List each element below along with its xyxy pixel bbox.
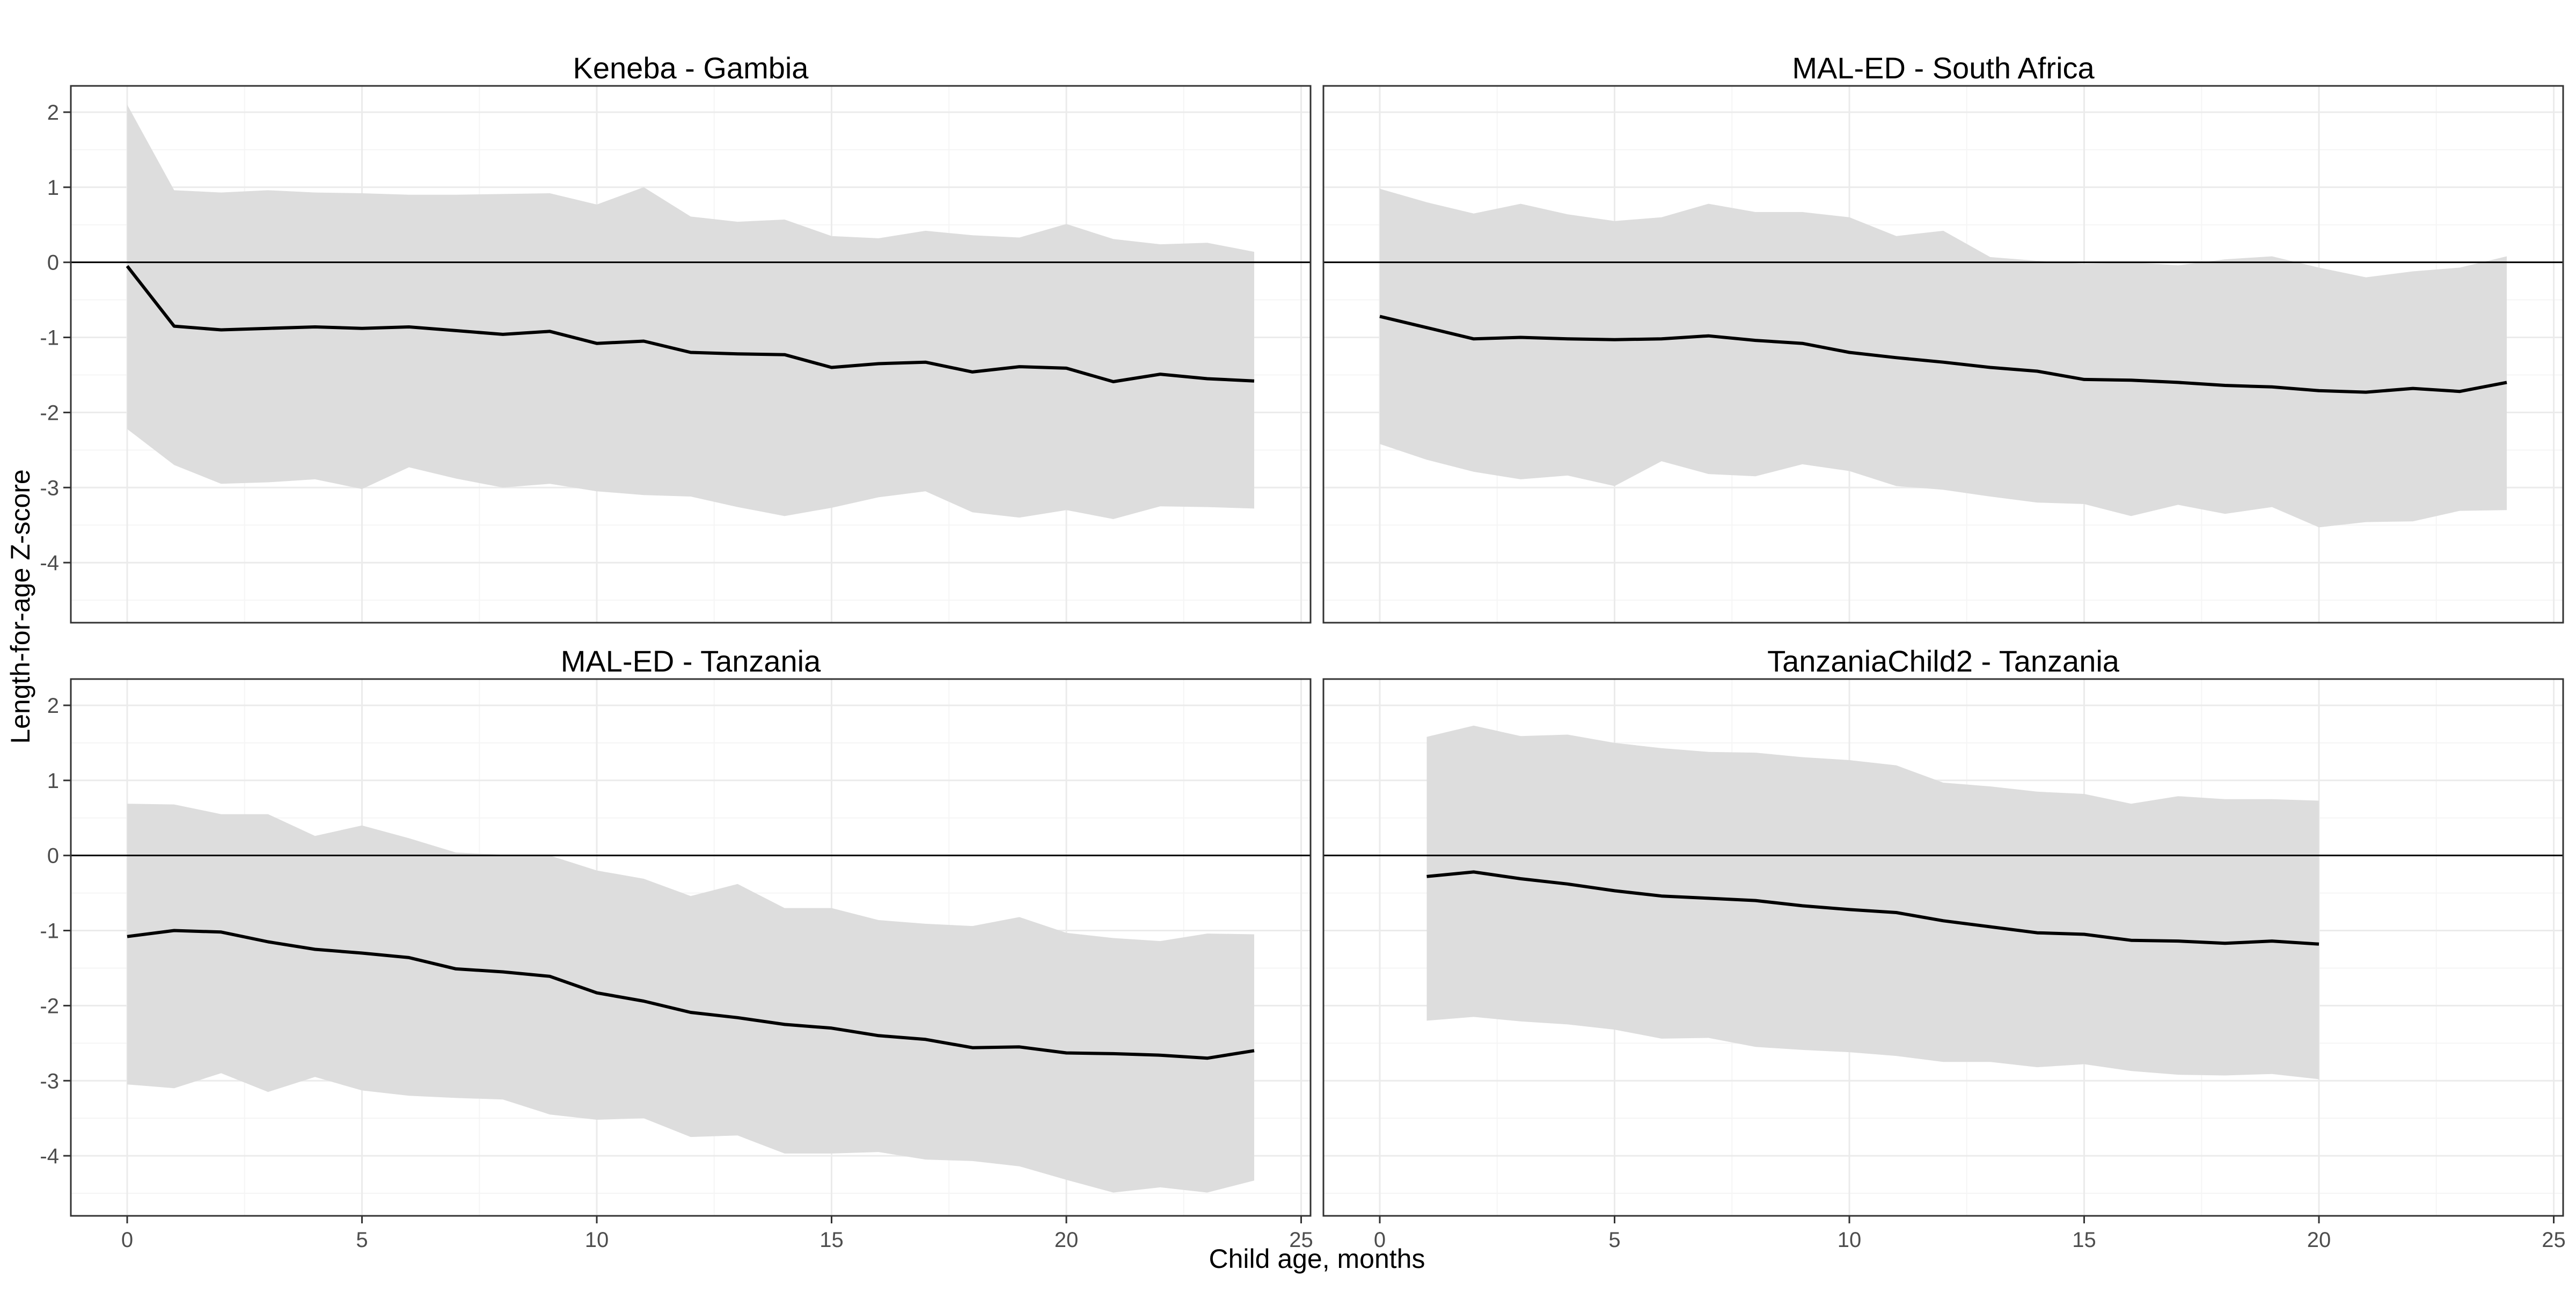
y-tick-label: -2 xyxy=(40,401,59,425)
x-tick-label: 0 xyxy=(1374,1228,1386,1252)
panel-4: TanzaniaChild2 - Tanzania 0 5 10 15 20 25 xyxy=(1322,644,2566,1252)
panel-title: TanzaniaChild2 - Tanzania xyxy=(1767,644,2120,678)
x-tick-label: 25 xyxy=(2542,1228,2566,1252)
y-axis-label: Length-for-age Z-score xyxy=(5,469,35,743)
y-tick-label: -3 xyxy=(40,476,59,500)
y-tick-label: -3 xyxy=(40,1069,59,1093)
y-tick-label: 0 xyxy=(47,251,59,275)
x-tick-label: 10 xyxy=(1838,1228,1862,1252)
mean-line xyxy=(1379,315,2507,394)
y-tick-label: -4 xyxy=(40,1144,59,1168)
x-tick-label: 25 xyxy=(1289,1228,1313,1252)
x-tick-label: 5 xyxy=(1608,1228,1620,1252)
y-tick-label: -2 xyxy=(40,994,59,1018)
y-tick-label: -1 xyxy=(40,326,59,350)
confidence-ribbon xyxy=(1426,725,2319,1080)
y-tick-label: 1 xyxy=(47,176,59,200)
mean-line xyxy=(1426,870,2319,946)
confidence-ribbon xyxy=(127,105,1254,519)
x-tick-label: 15 xyxy=(2072,1228,2096,1252)
panel-border xyxy=(70,85,1312,624)
panel-title: Keneba - Gambia xyxy=(573,51,809,85)
x-tick-label: 15 xyxy=(819,1228,844,1252)
x-axis-label: Child age, months xyxy=(1209,1244,1425,1274)
x-tick-label: 0 xyxy=(121,1228,133,1252)
panel-3: MAL-ED - Tanzania 0 5 10 15 20 25 -4 -3 -2 -1 0 1 2 xyxy=(40,644,1313,1252)
panel-title: MAL-ED - Tanzania xyxy=(561,644,821,678)
panel-title: MAL-ED - South Africa xyxy=(1792,51,2095,85)
confidence-ribbon xyxy=(127,804,1254,1193)
panel-border xyxy=(70,678,1312,1217)
x-tick-label: 5 xyxy=(356,1228,368,1252)
mean-line xyxy=(126,265,1255,383)
y-tick-label: -4 xyxy=(40,551,59,575)
y-tick-label: 2 xyxy=(47,694,59,718)
panel-1: Keneba - Gambia -4 -3 -2 -1 0 1 2 xyxy=(40,51,1312,624)
confidence-ribbon xyxy=(1380,188,2507,528)
x-tick-label: 20 xyxy=(1055,1228,1079,1252)
y-tick-label: 0 xyxy=(47,844,59,868)
panel-2: MAL-ED - South Africa xyxy=(1322,51,2564,624)
panels-layer: Keneba - Gambia -4 -3 -2 -1 0 1 2 MAL-ED - South… xyxy=(40,51,2565,1252)
panel-border xyxy=(1322,678,2564,1217)
panel-border xyxy=(1322,85,2564,624)
mean-line xyxy=(127,929,1255,1060)
x-tick-label: 20 xyxy=(2307,1228,2331,1252)
y-tick-label: 2 xyxy=(47,101,59,125)
y-tick-label: 1 xyxy=(47,769,59,793)
y-tick-label: -1 xyxy=(40,920,59,943)
x-tick-label: 10 xyxy=(585,1228,609,1252)
